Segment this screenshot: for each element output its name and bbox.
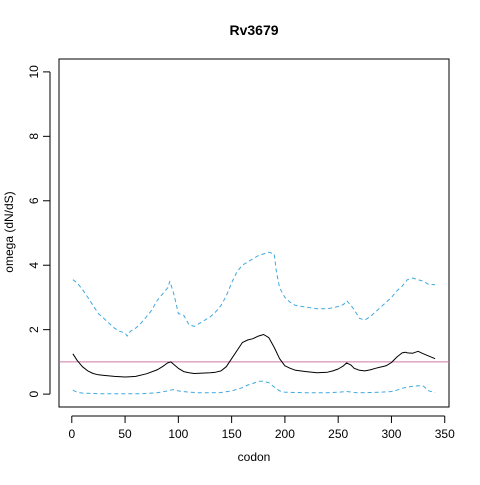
x-tick-label: 350: [435, 427, 455, 441]
y-axis-title: omega (dN/dS): [2, 191, 16, 272]
x-tick-label: 300: [381, 427, 401, 441]
y-tick-label: 8: [27, 133, 41, 140]
x-tick-label: 50: [118, 427, 132, 441]
lower-ci-line: [72, 380, 436, 395]
y-tick-label: 0: [27, 390, 41, 397]
x-axis-title: codon: [238, 450, 271, 464]
y-tick-label: 4: [27, 262, 41, 269]
x-tick-label: 200: [275, 427, 295, 441]
x-tick-label: 100: [168, 427, 188, 441]
x-tick-label: 150: [222, 427, 242, 441]
plot-frame: [58, 58, 450, 408]
x-tick-label: 250: [328, 427, 348, 441]
omega-line: [72, 334, 436, 378]
upper-ci-line: [72, 251, 436, 337]
chart-title: Rv3679: [229, 22, 278, 38]
x-tick-label: 0: [68, 427, 75, 441]
y-tick-label: 2: [27, 326, 41, 333]
y-tick-label: 10: [27, 65, 41, 79]
y-tick-label: 6: [27, 197, 41, 204]
